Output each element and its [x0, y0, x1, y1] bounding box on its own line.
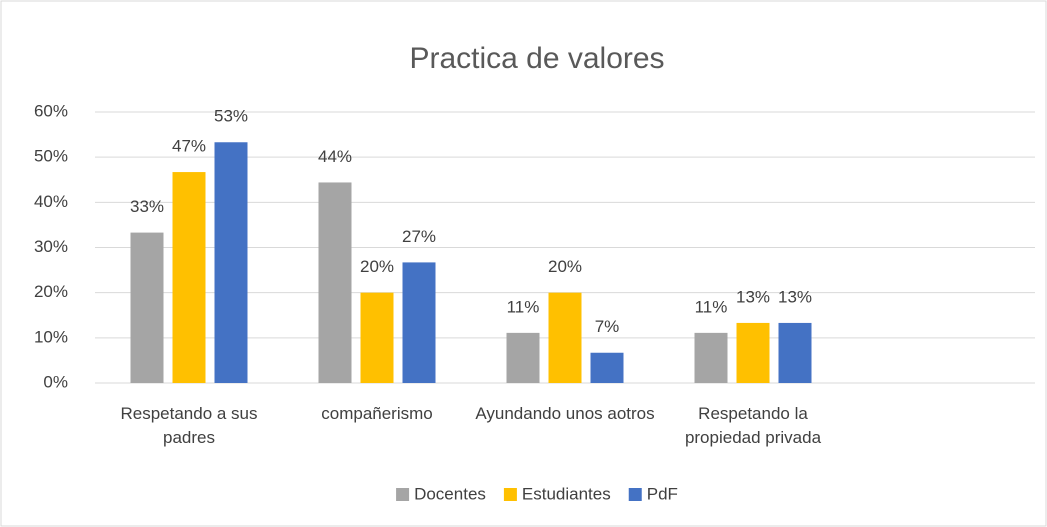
- bar: [694, 332, 728, 383]
- y-tick-label: 60%: [34, 101, 68, 120]
- data-label: 47%: [172, 137, 206, 156]
- x-tick-label: Respetando a sus padres: [120, 404, 258, 447]
- data-label: 7%: [595, 317, 620, 336]
- data-label: 53%: [214, 107, 248, 126]
- y-tick-label: 40%: [34, 192, 68, 211]
- bar: [590, 352, 624, 383]
- bar: [506, 332, 540, 383]
- bar: [172, 172, 206, 383]
- y-tick-label: 20%: [34, 282, 68, 301]
- bar: [778, 322, 812, 383]
- bar: [214, 142, 248, 383]
- data-label: 20%: [548, 257, 582, 276]
- data-label: 20%: [360, 257, 394, 276]
- legend-label: Docentes: [414, 484, 486, 503]
- legend-swatch: [503, 488, 517, 501]
- data-label: 13%: [736, 287, 770, 306]
- bar: [130, 232, 164, 383]
- bar: [548, 292, 582, 383]
- legend-swatch: [628, 488, 642, 501]
- data-label: 33%: [130, 197, 164, 216]
- legend-label: PdF: [647, 484, 678, 503]
- y-tick-label: 0%: [43, 372, 68, 391]
- x-tick-label: compañerismo: [321, 404, 433, 423]
- data-label: 27%: [402, 227, 436, 246]
- y-tick-label: 10%: [34, 327, 68, 346]
- bar: [402, 262, 436, 383]
- legend-label: Estudiantes: [522, 484, 611, 503]
- bar: [736, 322, 770, 383]
- x-tick-label: Ayundando unos aotros: [475, 404, 655, 423]
- data-label: 11%: [507, 297, 540, 316]
- x-tick-label: Respetando la propiedad privada: [684, 404, 822, 447]
- y-tick-label: 50%: [34, 147, 68, 166]
- data-label: 13%: [778, 287, 812, 306]
- data-label: 11%: [695, 297, 728, 316]
- y-tick-label: 30%: [34, 237, 68, 256]
- chart-title: Practica de valores: [409, 42, 664, 75]
- bar: [360, 292, 394, 383]
- legend-swatch: [396, 488, 410, 501]
- data-label: 44%: [318, 147, 352, 166]
- bar: [318, 182, 352, 383]
